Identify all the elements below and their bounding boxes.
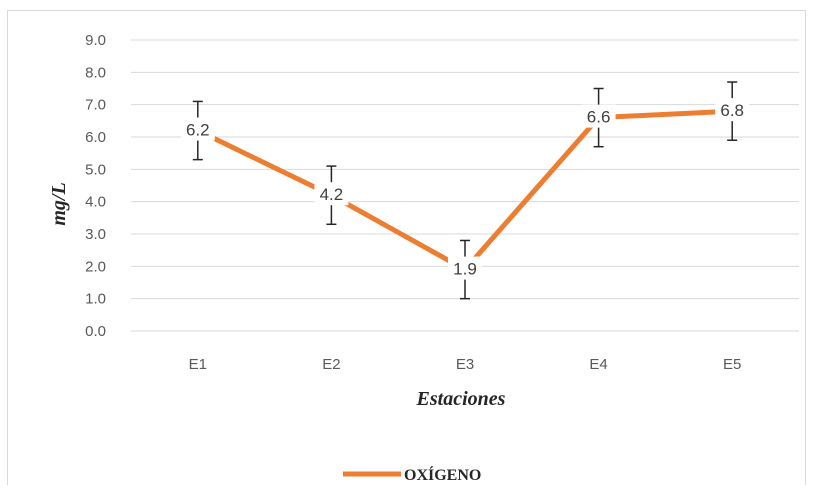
y-tick-label: 1.0	[85, 291, 106, 308]
data-label-bg	[180, 117, 215, 141]
data-label: 4.2	[320, 185, 344, 204]
data-label: 1.9	[453, 260, 477, 279]
data-labels: 6.2 4.2 1.9 6.6 6.8	[180, 98, 750, 280]
data-label: 6.6	[587, 108, 611, 127]
data-label-bg	[314, 182, 349, 206]
data-label-bg	[581, 104, 616, 128]
x-tick-label: E5	[723, 356, 741, 373]
y-tick-label: 0.0	[85, 323, 106, 340]
y-tick-label: 7.0	[85, 97, 106, 114]
x-tick-label: E4	[589, 356, 607, 373]
data-label: 6.2	[186, 121, 210, 140]
y-tick-label: 9.0	[85, 32, 106, 49]
x-tick-label: E3	[456, 356, 474, 373]
y-tick-label: 8.0	[85, 64, 106, 81]
data-label: 6.8	[720, 101, 744, 120]
y-axis-title: mg/L	[48, 182, 70, 225]
y-tick-label: 5.0	[85, 161, 106, 178]
data-label-bg	[448, 256, 482, 280]
legend: OXÍGENO	[343, 465, 481, 484]
legend-label: OXÍGENO	[404, 465, 481, 484]
y-tick-label: 3.0	[85, 226, 106, 243]
x-tick-label: E1	[189, 356, 207, 373]
y-axis-ticks: 0.0 1.0 2.0 3.0 4.0 5.0 6.0 7.0 8.0 9.0	[85, 32, 106, 340]
grid-layer	[131, 39, 799, 332]
x-axis-title: Estaciones	[416, 388, 506, 410]
y-tick-label: 2.0	[85, 258, 106, 275]
x-axis-ticks: E1 E2 E3 E4 E5	[189, 356, 742, 373]
line-chart: 0.01.02.03.04.05.06.07.08.09.0 E1 E2 E3 E4 E…	[48, 32, 799, 484]
y-tick-label: 4.0	[85, 194, 106, 211]
data-label-bg	[715, 98, 750, 122]
x-tick-label: E2	[322, 356, 340, 373]
y-tick-label: 6.0	[85, 129, 106, 146]
chart-frame: 0.0 1.0 2.0 3.0 4.0 5.0 6.0 7.0 8.0 9.0 E1 E2 E3 E4 E…	[7, 10, 806, 485]
